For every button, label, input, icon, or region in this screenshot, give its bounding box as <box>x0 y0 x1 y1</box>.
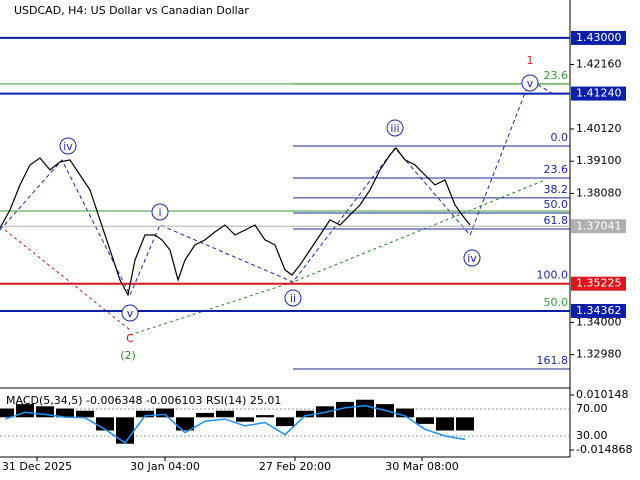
level-box <box>571 219 626 234</box>
macd-bar <box>36 406 54 418</box>
macd-bar <box>216 410 234 418</box>
macd-bar <box>416 417 434 424</box>
y2-tick-label: 30.00 <box>576 429 608 442</box>
fib-label: 161.8 <box>537 354 569 367</box>
wave-label: v <box>527 77 534 90</box>
level-label: 1.41240 <box>576 87 622 100</box>
rsi-line <box>4 404 466 444</box>
fib-label: 23.6 <box>544 69 569 82</box>
macd-bar <box>436 417 454 431</box>
wave-circle <box>463 249 481 267</box>
level-label: 1.43000 <box>576 31 622 44</box>
wave-label: iv <box>63 140 73 153</box>
fib-label: 50.0 <box>544 296 569 309</box>
wave-circle <box>284 289 302 307</box>
y-tick-label: 1.38080 <box>576 186 622 199</box>
wave-label: ii <box>290 292 296 305</box>
macd-bar <box>56 408 74 418</box>
macd-bar <box>276 417 294 427</box>
fib-label: 100.0 <box>537 269 569 282</box>
y-tick-label: 0.010148 <box>576 388 629 401</box>
fib-label: 50.0 <box>544 198 569 211</box>
level-box <box>571 303 626 318</box>
indicator-title: MACD(5,34,5) -0.006348 -0.006103 RSI(14)… <box>6 394 281 407</box>
y-tick-label: 1.40120 <box>576 122 622 135</box>
wave-label: 1 <box>527 54 534 67</box>
y-tick-label: 1.34000 <box>576 315 622 328</box>
macd-bar <box>76 410 94 418</box>
wave-label: v <box>127 307 134 320</box>
macd-bar <box>196 412 214 418</box>
macd-bar <box>176 417 194 431</box>
level-box <box>571 86 626 101</box>
macd-bar <box>456 417 474 431</box>
macd-bar <box>356 399 374 418</box>
level-box <box>571 276 626 291</box>
level-label: 1.37041 <box>576 219 622 232</box>
y-tick-label: -0.014868 <box>576 443 632 456</box>
x-tick-label: 30 Jan 04:00 <box>130 460 200 473</box>
wave-label: (2) <box>120 349 136 362</box>
fib-label: 38.2 <box>544 183 569 196</box>
price-line <box>0 146 471 297</box>
fib-label: 61.8 <box>544 214 569 227</box>
level-box <box>571 30 626 45</box>
y2-tick-label: 70.00 <box>576 402 608 415</box>
wave-paths <box>0 79 556 336</box>
y-tick-label: 1.42160 <box>576 57 622 70</box>
macd-bar <box>336 401 354 418</box>
y-tick-label: 1.39100 <box>576 154 622 167</box>
wave-circle <box>59 137 77 155</box>
macd-bar <box>256 415 274 418</box>
macd-bar <box>296 410 314 418</box>
x-tick-label: 27 Feb 20:00 <box>259 460 331 473</box>
macd-bar <box>156 408 174 418</box>
macd-bar <box>236 417 254 422</box>
macd-bar <box>136 410 154 418</box>
wave-label: iii <box>390 122 399 135</box>
macd-bar <box>0 408 14 418</box>
wave-circle <box>386 119 404 137</box>
wave-circle <box>121 304 139 322</box>
macd-bar <box>396 408 414 418</box>
wave-circle <box>151 203 169 221</box>
x-tick-label: 31 Dec 2025 <box>2 460 72 473</box>
wave-circle <box>521 74 539 92</box>
wave-path <box>0 79 556 297</box>
fib-label: 0.0 <box>551 131 569 144</box>
wave-label: i <box>158 206 161 219</box>
level-label: 1.34362 <box>576 304 622 317</box>
wave-path <box>4 229 131 331</box>
x-tick-label: 30 Mar 08:00 <box>385 460 458 473</box>
macd-bar <box>16 404 34 418</box>
y-tick-label: 1.32980 <box>576 348 622 361</box>
level-label: 1.35225 <box>576 277 622 290</box>
macd-bar <box>116 417 134 444</box>
wave-label: iv <box>467 252 477 265</box>
fib-label: 23.6 <box>544 163 569 176</box>
chart-title: USDCAD, H4: US Dollar vs Canadian Dollar <box>14 4 249 17</box>
wave-label: C <box>126 332 134 345</box>
